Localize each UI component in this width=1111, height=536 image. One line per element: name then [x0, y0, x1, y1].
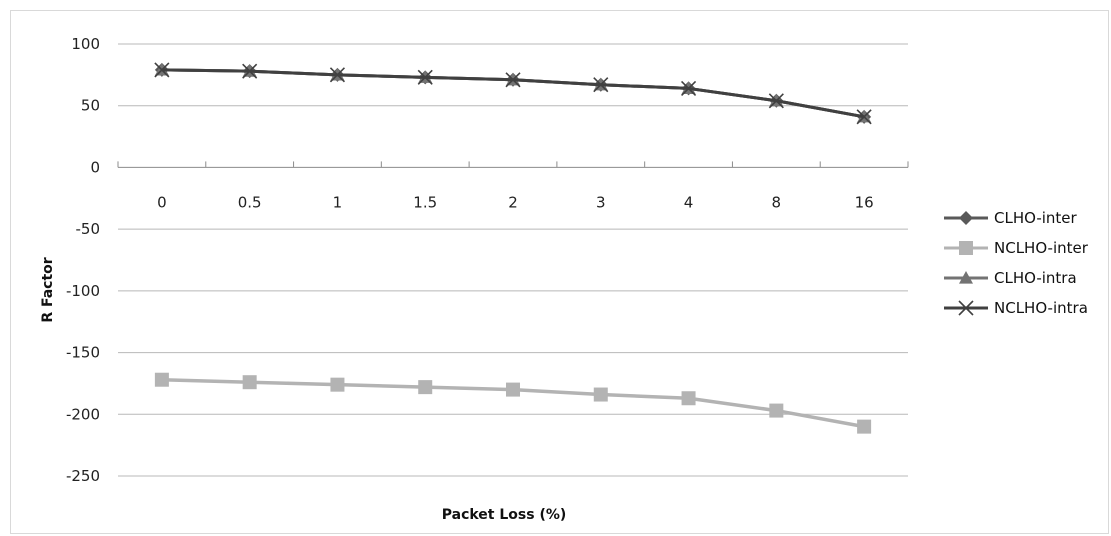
data-point	[418, 380, 433, 395]
x-marker-stroke	[768, 93, 784, 109]
data-point	[417, 69, 433, 85]
data-point	[154, 372, 169, 387]
data-point	[330, 377, 345, 392]
x-marker-stroke	[680, 80, 697, 96]
x-tick-label: 16	[855, 193, 874, 211]
series-layer	[154, 62, 872, 434]
grid-layer	[118, 43, 908, 477]
x-marker-stroke	[958, 300, 974, 316]
legend-marker	[958, 300, 974, 316]
data-point	[242, 63, 258, 79]
x-marker-stroke	[417, 69, 433, 85]
x-marker-stroke	[856, 109, 872, 125]
legend-marker	[959, 241, 973, 255]
x-tick-label: 4	[684, 193, 694, 211]
x-tick-label: 0	[157, 193, 167, 211]
legend-label: CLHO-inter	[994, 209, 1078, 227]
x-tick-label: 3	[596, 193, 606, 211]
legend-item: CLHO-intra	[944, 269, 1077, 287]
data-point	[506, 382, 520, 397]
legend-marker	[959, 271, 973, 284]
legend-item: CLHO-inter	[944, 209, 1078, 227]
legend-item: NCLHO-intra	[944, 299, 1088, 317]
data-point	[681, 391, 696, 406]
x-tick-label: 0.5	[238, 193, 262, 211]
legend-item: NCLHO-inter	[944, 239, 1089, 257]
x-axis-title: Packet Loss (%)	[442, 507, 567, 523]
x-marker-stroke	[154, 62, 170, 78]
x-tick-label: 1	[333, 193, 343, 211]
x-tick-label: 2	[508, 193, 518, 211]
y-tick-label: -200	[66, 405, 100, 423]
x-tick-label: 1.5	[413, 193, 437, 211]
data-point	[242, 375, 257, 390]
x-marker-stroke	[505, 72, 521, 88]
data-point	[769, 403, 784, 418]
y-tick-label: -50	[76, 220, 101, 238]
data-point	[154, 62, 170, 78]
data-point	[593, 387, 608, 402]
y-tick-label: -100	[66, 282, 100, 300]
axis-layer	[117, 161, 909, 168]
data-point	[857, 419, 872, 434]
x-marker-stroke	[593, 77, 609, 93]
data-point	[856, 109, 872, 125]
data-point	[768, 93, 784, 109]
x-tick-label: 8	[772, 193, 782, 211]
label-layer: 100 50 0 -50 -100 -150 -200 -250 0 0.5 1 1.5 2 3 4 8 16	[66, 35, 874, 485]
legend-layer: CLHO-inter NCLHO-inter CLHO-intra NCLHO-int…	[944, 209, 1089, 317]
y-tick-label: 0	[90, 158, 100, 176]
y-tick-label: 50	[81, 97, 100, 115]
data-point	[329, 67, 346, 83]
data-point	[505, 72, 521, 88]
y-tick-label: 100	[71, 35, 100, 53]
data-point	[680, 80, 697, 96]
x-marker-stroke	[242, 63, 258, 79]
y-axis-title: R Factor	[40, 257, 56, 322]
legend-label: CLHO-intra	[994, 269, 1077, 287]
y-tick-label: -250	[66, 467, 100, 485]
legend-label: NCLHO-inter	[994, 239, 1089, 257]
legend-marker	[959, 211, 973, 225]
legend-label: NCLHO-intra	[994, 299, 1088, 317]
y-tick-label: -150	[66, 344, 100, 362]
x-marker-stroke	[329, 67, 346, 83]
data-point	[593, 77, 609, 93]
chart-frame	[10, 10, 1109, 534]
